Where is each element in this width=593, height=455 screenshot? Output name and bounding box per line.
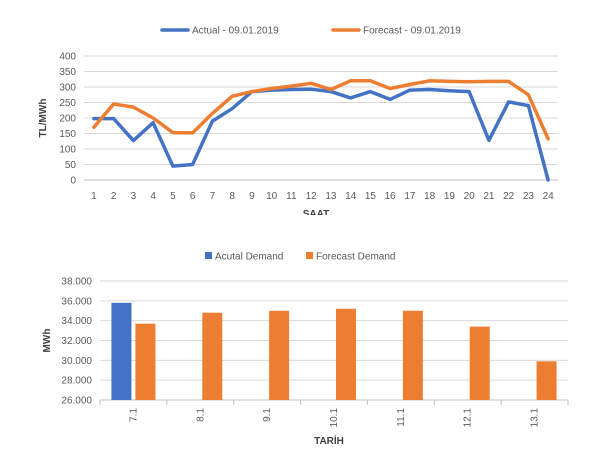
x-tick-label: 20: [464, 191, 476, 202]
x-tick-label: 4: [150, 191, 156, 202]
x-tick-label: 12.1: [463, 408, 474, 428]
demand-bar-chart-svg: 26.000 28.000 30.000 32.000 34.000 36.000 38.0…: [42, 252, 569, 447]
forecast-demand-bar: [469, 326, 490, 400]
y-tick-label: 38.000: [61, 277, 92, 288]
y-tick-label: 400: [59, 52, 76, 63]
y-tick-label: 300: [59, 83, 76, 94]
legend-forecast-label: Forecast - 09.01.2019: [363, 26, 461, 37]
y-tick-label: 200: [59, 114, 76, 125]
legend-actual-demand-label: Acutal Demand: [215, 252, 283, 263]
actual-demand-bar: [111, 302, 132, 400]
forecast-demand-bar: [135, 323, 156, 400]
demand-bar-chart: 26.000 28.000 30.000 32.000 34.000 36.000 38.0…: [0, 240, 593, 455]
x-tick-label: 16: [385, 191, 397, 202]
x-tick-label: 8: [229, 191, 235, 202]
x-tick-label: 1: [91, 191, 97, 202]
x-tick-label: 21: [483, 191, 495, 202]
legend-forecast-demand-swatch: [306, 252, 313, 259]
y-tick-label: 150: [59, 129, 76, 140]
x-tick-label: 7.1: [128, 408, 139, 422]
actual-price-line: [92, 87, 550, 182]
forecast-demand-bar: [269, 310, 290, 400]
y-tick-label: 350: [59, 67, 76, 78]
x-axis-title: TARİH: [314, 434, 344, 447]
x-tick-label: 13.1: [530, 408, 541, 428]
forecast-price-line: [92, 79, 550, 141]
forecast-demand-bar: [402, 310, 423, 400]
x-tick-label: 14: [345, 191, 357, 202]
x-tick-label: 2: [111, 191, 117, 202]
y-tick-label: 26.000: [61, 396, 92, 407]
y-tick-label: 34.000: [61, 316, 92, 327]
forecast-demand-bar: [336, 308, 356, 400]
x-tick-label: 10.1: [329, 408, 340, 428]
x-tick-label: 7: [210, 191, 216, 202]
legend-actual-demand-swatch: [205, 252, 212, 259]
y-tick-label: 250: [59, 98, 76, 109]
price-line-chart: 0 50 100 150 200 250 300 350 400 1 2 3 4 5 6 7 8 9 10 11 12 1…: [0, 0, 593, 215]
forecast-demand-bar: [202, 312, 223, 400]
x-tick-label: 19: [444, 191, 456, 202]
x-tick-label: 23: [523, 191, 535, 202]
x-tick-label: 24: [543, 191, 555, 202]
x-tick-label: 17: [404, 191, 416, 202]
x-axis-title: SAAT: [303, 209, 329, 215]
y-axis-title: MWh: [42, 329, 53, 353]
x-tick-label: 11.1: [396, 408, 407, 427]
x-tick-label: 15: [365, 191, 377, 202]
x-tick-label: 12: [306, 191, 318, 202]
legend-forecast-demand-label: Forecast Demand: [316, 252, 395, 263]
x-tick-label: 18: [424, 191, 436, 202]
x-tick-label: 3: [131, 191, 137, 202]
y-tick-label: 30.000: [61, 356, 92, 367]
y-tick-label: 36.000: [61, 296, 92, 307]
y-axis-title: TL/MWh: [38, 99, 49, 138]
x-tick-label: 13: [325, 191, 337, 202]
y-tick-label: 100: [59, 145, 76, 156]
x-tick-label: 9: [249, 191, 255, 202]
x-tick-label: 6: [190, 191, 196, 202]
forecast-demand-bar: [536, 361, 557, 400]
x-tick-label: 10: [266, 191, 278, 202]
x-tick-label: 11: [286, 191, 297, 202]
y-tick-label: 0: [70, 176, 76, 187]
x-tick-label: 5: [170, 191, 176, 202]
y-tick-label: 28.000: [61, 376, 92, 387]
y-tick-label: 50: [65, 160, 77, 171]
x-tick-label: 22: [503, 191, 515, 202]
x-tick-label: 9.1: [262, 408, 273, 422]
x-tick-label: 8.1: [195, 408, 206, 422]
y-tick-label: 32.000: [61, 336, 92, 347]
legend-actual-label: Actual - 09.01.2019: [192, 26, 279, 37]
